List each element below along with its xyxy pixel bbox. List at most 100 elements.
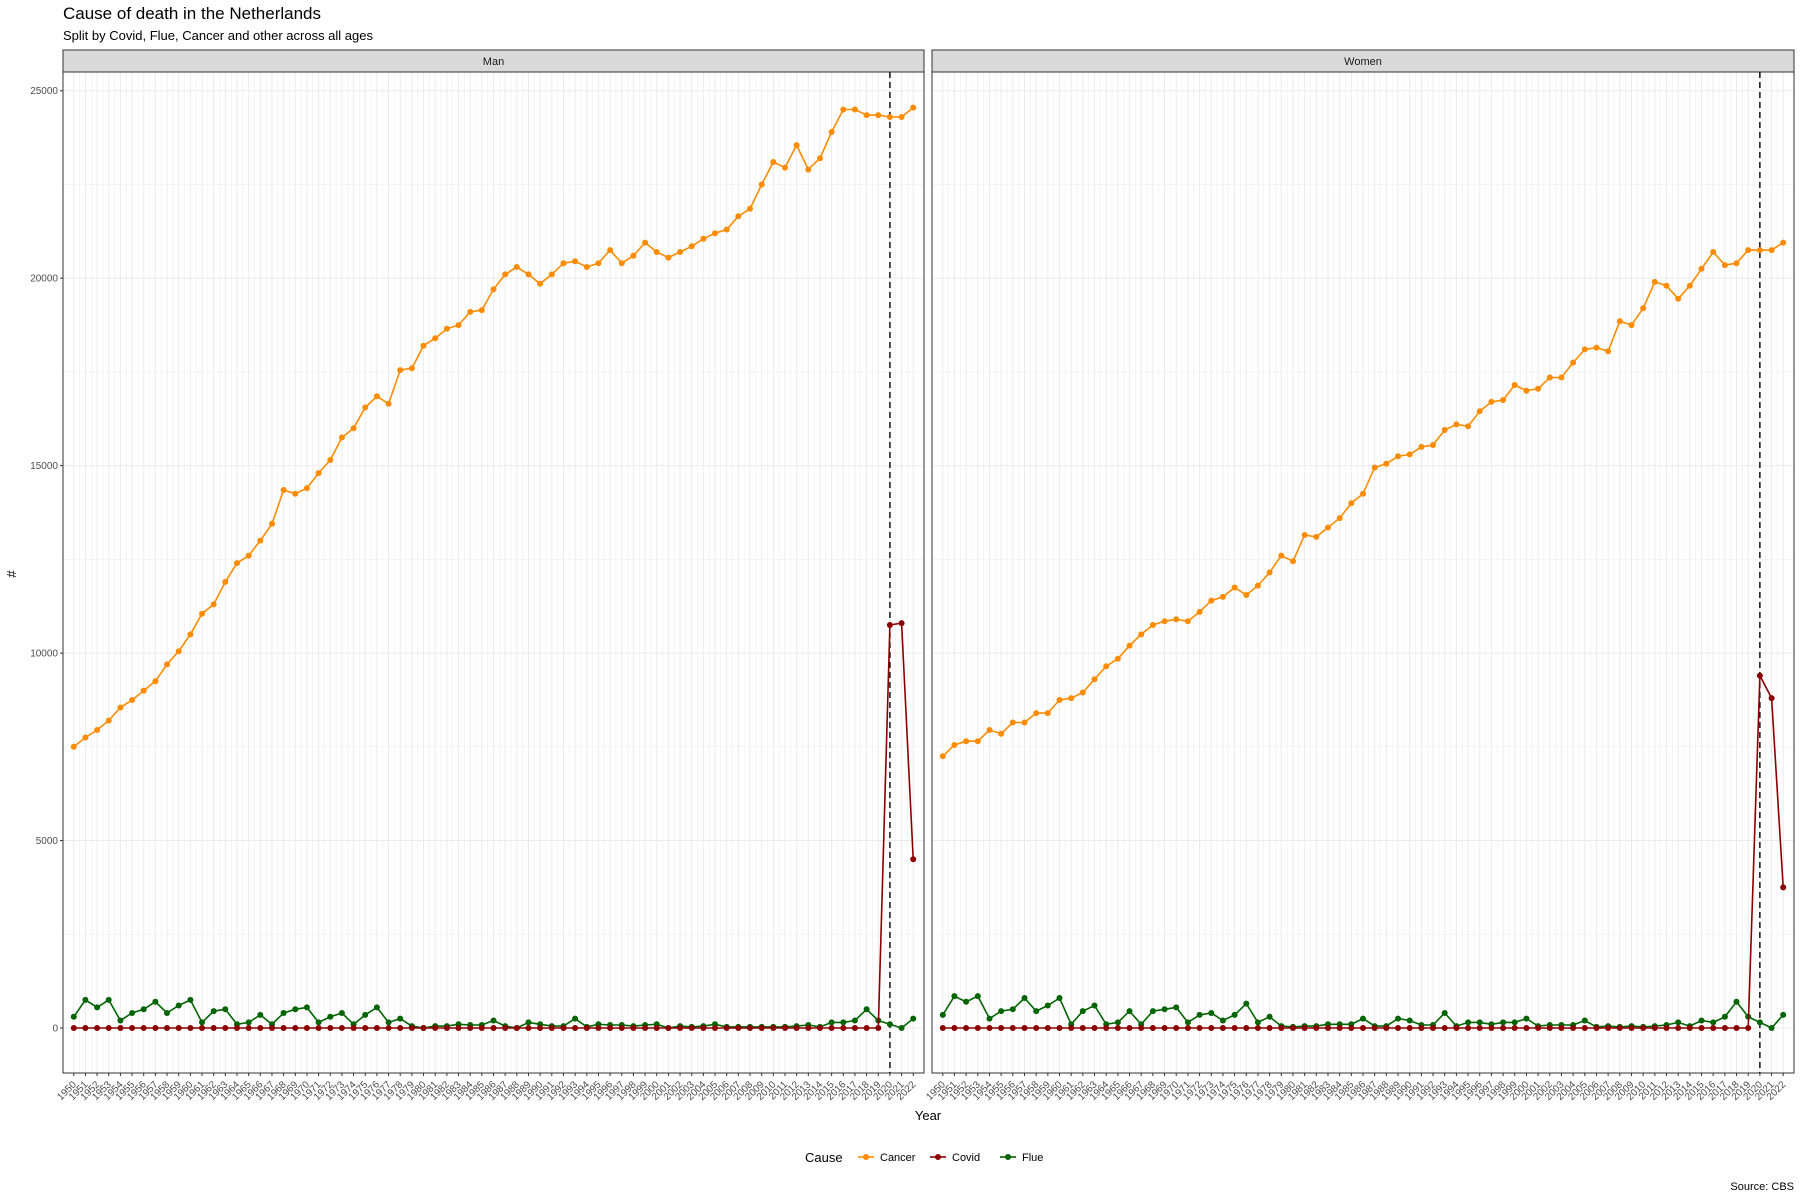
data-point	[583, 264, 590, 270]
data-point	[688, 1025, 695, 1031]
data-point	[1395, 1015, 1401, 1022]
gridlines	[932, 72, 1794, 1073]
data-point	[1535, 1025, 1542, 1031]
data-point	[1523, 387, 1530, 394]
data-point	[1301, 1025, 1308, 1031]
data-point	[1523, 1015, 1530, 1022]
data-point	[1231, 1011, 1238, 1018]
data-point	[747, 1025, 753, 1031]
data-point	[1756, 1019, 1763, 1026]
legend-item-covid: Covid	[930, 1152, 980, 1164]
data-point	[105, 1025, 112, 1031]
data-point	[1149, 622, 1156, 628]
data-point	[199, 1025, 205, 1031]
data-point	[94, 1004, 101, 1011]
data-point	[222, 578, 229, 585]
data-point	[653, 249, 660, 255]
data-point	[1546, 374, 1553, 381]
data-point	[1511, 1019, 1518, 1026]
data-point	[723, 226, 730, 233]
data-point	[828, 1025, 835, 1031]
data-point	[886, 1021, 893, 1028]
data-point	[257, 537, 264, 544]
data-point	[1161, 1006, 1168, 1013]
y-tick-label: 10000	[30, 649, 58, 660]
data-point	[1430, 1025, 1436, 1031]
data-point	[1219, 1017, 1226, 1024]
data-point	[1628, 1025, 1635, 1031]
data-point	[607, 1025, 614, 1031]
data-point	[490, 1025, 497, 1031]
data-point	[502, 271, 509, 278]
data-point	[478, 1025, 485, 1031]
data-point	[1675, 295, 1682, 302]
data-point	[327, 1013, 334, 1020]
data-point	[1640, 1025, 1647, 1031]
data-point	[70, 1013, 77, 1020]
data-point	[257, 1011, 264, 1018]
data-point	[963, 1025, 970, 1031]
data-point	[467, 308, 474, 315]
data-point	[1068, 695, 1075, 702]
data-point	[1581, 346, 1588, 353]
data-point	[234, 560, 240, 567]
data-point	[898, 1025, 905, 1031]
data-point	[1056, 995, 1063, 1001]
data-point	[1511, 1025, 1518, 1031]
data-point	[828, 129, 835, 135]
data-point	[1476, 408, 1483, 415]
data-point	[1033, 710, 1040, 717]
data-point	[420, 1025, 427, 1031]
legend-item-cancer: Cancer	[858, 1152, 916, 1164]
data-point	[951, 1025, 958, 1031]
data-point	[1430, 442, 1436, 448]
data-point	[1079, 1008, 1086, 1015]
series-cancer	[939, 239, 1787, 760]
data-point	[700, 1025, 707, 1031]
data-point	[315, 1019, 322, 1026]
data-point	[245, 552, 252, 559]
data-point	[782, 164, 788, 171]
data-point	[1126, 642, 1133, 649]
data-point	[1138, 631, 1145, 638]
data-point	[782, 1025, 788, 1031]
data-point	[1581, 1025, 1588, 1031]
data-point	[152, 1025, 159, 1031]
data-point	[397, 367, 404, 374]
data-point	[986, 1025, 993, 1031]
data-point	[735, 213, 742, 220]
data-point	[572, 258, 579, 265]
data-point	[210, 1025, 217, 1031]
data-point	[280, 1025, 287, 1031]
data-point	[432, 335, 439, 342]
data-point	[280, 487, 287, 493]
data-point	[70, 1025, 77, 1031]
data-point	[817, 155, 823, 162]
data-point	[986, 727, 993, 733]
data-point	[1651, 278, 1658, 285]
data-point	[963, 738, 970, 745]
data-point	[338, 434, 345, 441]
data-point	[1383, 460, 1390, 467]
data-point	[1021, 1025, 1028, 1031]
data-point	[373, 1004, 380, 1011]
data-point	[677, 249, 684, 255]
data-point	[642, 239, 649, 246]
data-point	[1138, 1025, 1145, 1031]
data-point	[245, 1025, 252, 1031]
data-point	[222, 1006, 229, 1013]
data-point	[583, 1025, 590, 1031]
legend-item-flue: Flue	[1000, 1152, 1043, 1164]
data-point	[455, 322, 462, 329]
data-point	[1371, 1025, 1378, 1031]
facet-panels: Man0500010000150002000025000195019511952…	[30, 49, 1795, 1103]
data-point	[280, 1010, 287, 1016]
data-point	[1733, 998, 1740, 1005]
data-point	[974, 1025, 981, 1031]
data-point	[1079, 1025, 1086, 1031]
data-point	[199, 610, 205, 617]
data-point	[665, 1025, 672, 1031]
data-point	[898, 620, 905, 627]
panel-women: Women19501951195219531954195519561957195…	[924, 49, 1795, 1103]
y-tick-label: 5000	[36, 836, 59, 847]
